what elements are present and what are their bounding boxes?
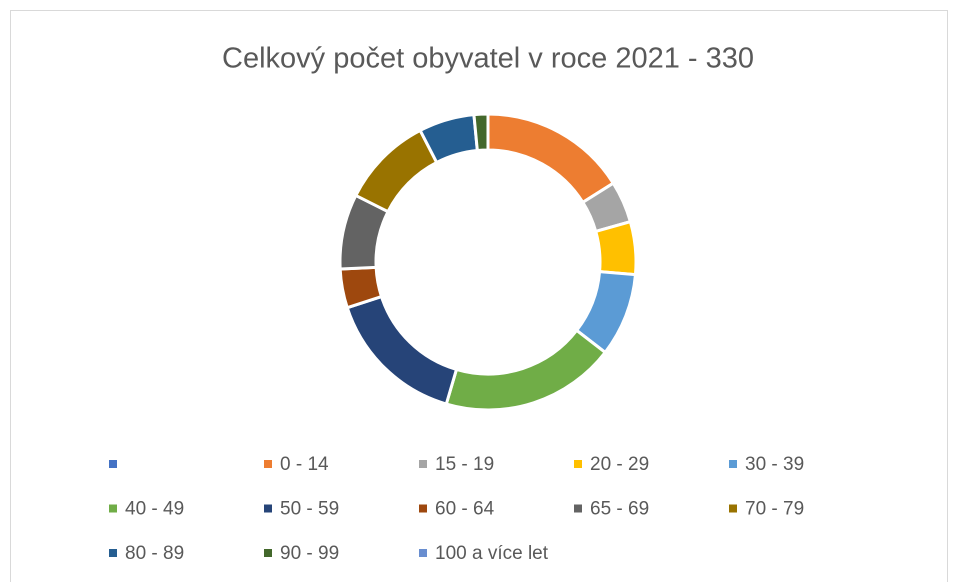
legend-label: 90 - 99 xyxy=(280,543,339,564)
legend-marker xyxy=(729,460,737,468)
chart-border xyxy=(10,10,948,582)
legend-label: 50 - 59 xyxy=(280,499,339,520)
legend-label: 0 - 14 xyxy=(280,454,329,475)
legend-label: 20 - 29 xyxy=(590,454,649,475)
legend-marker xyxy=(574,504,582,513)
legend-marker xyxy=(264,504,272,513)
legend-marker xyxy=(419,504,427,513)
legend-marker xyxy=(419,549,427,557)
chart-title: Celkový počet obyvatel v roce 2021 - 330 xyxy=(222,43,754,75)
donut-segment xyxy=(593,219,638,277)
legend-label: 80 - 89 xyxy=(125,543,184,564)
donut-segment xyxy=(472,112,490,153)
legend-marker xyxy=(419,460,427,468)
legend-marker xyxy=(574,460,582,468)
legend-label: 60 - 64 xyxy=(435,499,495,520)
legend-marker xyxy=(729,504,737,513)
legend-label: 15 - 19 xyxy=(435,454,494,475)
legend-label: 30 - 39 xyxy=(745,454,804,475)
legend-label: 100 a více let xyxy=(435,543,549,564)
legend-label: 65 - 69 xyxy=(590,499,649,520)
legend-marker xyxy=(264,460,272,468)
legend-marker xyxy=(109,460,117,468)
legend-marker xyxy=(109,549,117,557)
legend-label: 70 - 79 xyxy=(745,499,804,520)
legend-label: 40 - 49 xyxy=(125,499,184,520)
legend-marker xyxy=(264,549,272,557)
legend-marker xyxy=(109,504,117,513)
